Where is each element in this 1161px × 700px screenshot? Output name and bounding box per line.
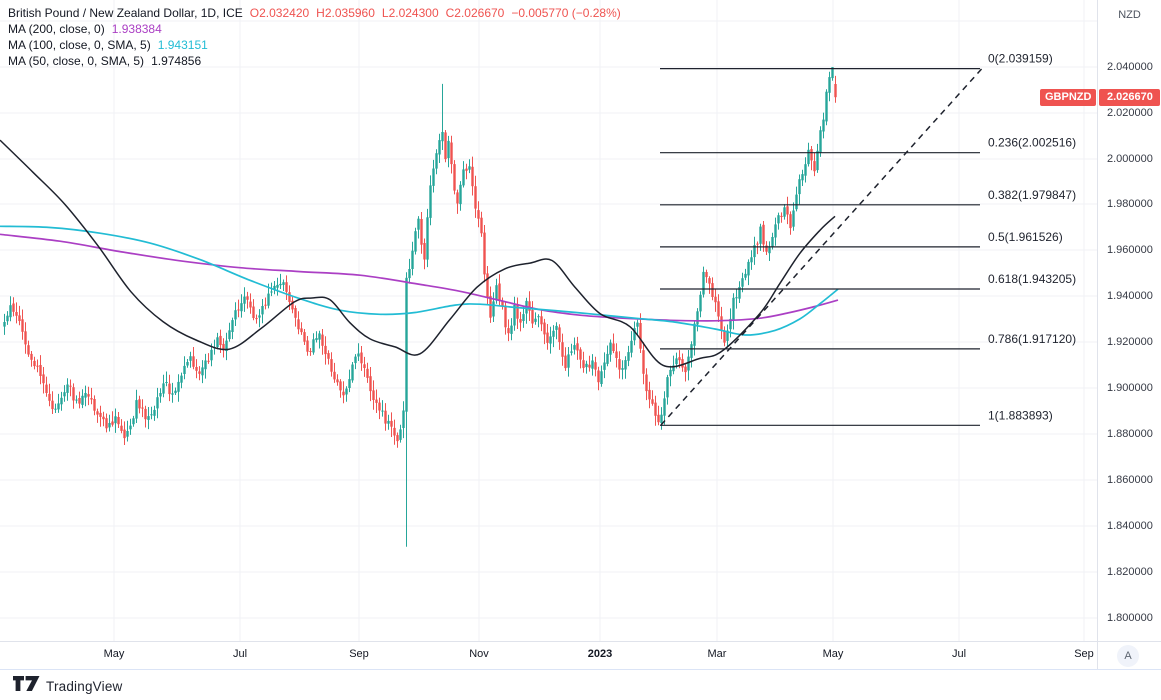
fibonacci-retracement: 0(2.039159) 0.236(2.002516) 0.382(1.979847… [660, 52, 1076, 426]
legend-symbol-row[interactable]: British Pound / New Zealand Dollar, 1D, … [8, 5, 621, 21]
fib-level-label: 0.5(1.961526) [988, 230, 1063, 244]
time-axis-label: 2023 [587, 648, 613, 660]
ma-label: MA (50, close, 0, SMA, 5) [8, 54, 145, 68]
ma-label: MA (200, close, 0) [8, 22, 105, 36]
legend-ma-row[interactable]: MA (50, close, 0, SMA, 5) 1.974856 [8, 53, 621, 69]
ma-line-ma100 [0, 225, 839, 336]
legend-ohlc-value: −0.005770 (−0.28%) [511, 6, 621, 20]
price-axis-label: 1.840000 [1107, 520, 1153, 533]
time-axis[interactable]: May Jul Sep Nov 2023 Mar May Jul Sep [0, 641, 1161, 669]
tradingview-brand-text: TradingView [46, 678, 123, 694]
price-axis-currency: NZD [1118, 9, 1141, 21]
time-axis-label: Sep [349, 648, 369, 660]
time-axis-label: Mar [707, 648, 727, 660]
price-axis-label: 1.820000 [1107, 566, 1153, 579]
price-axis-label: 1.860000 [1107, 474, 1153, 487]
legend-ohlc-value: C2.026670 [445, 6, 505, 20]
symbol-title: British Pound / New Zealand Dollar, 1D, … [8, 6, 243, 20]
tradingview-attribution[interactable]: TradingView [13, 675, 123, 697]
ma-line-ma50 [0, 139, 836, 368]
price-axis-label: 1.960000 [1107, 244, 1153, 257]
candles-series [3, 67, 837, 547]
legend-ohlc-value: O2.032420 [249, 6, 310, 20]
price-axis-label: 2.020000 [1107, 106, 1153, 119]
chart-legend: British Pound / New Zealand Dollar, 1D, … [8, 5, 621, 69]
price-axis-label: 1.900000 [1107, 382, 1153, 395]
price-axis-label: 1.800000 [1107, 612, 1153, 625]
auto-scale-button[interactable]: A [1117, 645, 1139, 667]
widget-bottom-border [0, 669, 1161, 670]
badge-price: 2.026670 [1099, 89, 1161, 107]
grid [0, 0, 1097, 641]
time-axis-label: May [822, 648, 844, 660]
fib-level-label: 0(2.039159) [988, 52, 1053, 66]
ma-label: MA (100, close, 0, SMA, 5) [8, 38, 151, 52]
time-axis-label: Jul [232, 648, 248, 660]
time-axis-label: May [103, 648, 125, 660]
ma-value: 1.974856 [151, 54, 202, 68]
legend-ma-row[interactable]: MA (100, close, 0, SMA, 5) 1.943151 [8, 37, 621, 53]
legend-ohlc: O2.032420 H2.035960 L2.024300 C2.026670 −0.0… [243, 6, 621, 20]
legend-ma-row[interactable]: MA (200, close, 0) 1.938384 [8, 21, 621, 37]
price-axis-label: 1.940000 [1107, 290, 1153, 303]
price-axis-label: 2.040000 [1107, 60, 1153, 73]
ma-value: 1.943151 [157, 38, 208, 52]
axis-corner-separator [1097, 641, 1098, 669]
tradingview-logo-icon [13, 675, 40, 697]
legend-ma-rows: MA (200, close, 0) 1.938384 MA (100, close… [8, 21, 621, 69]
last-price-badge: GBPNZD 2.026670 [1040, 89, 1161, 107]
fib-level-label: 0.618(1.943205) [988, 272, 1076, 286]
chart-plot-area[interactable]: 0(2.039159) 0.236(2.002516) 0.382(1.979847… [0, 0, 1097, 641]
time-axis-label: Jul [951, 648, 967, 660]
trendline-dashed [660, 67, 983, 426]
price-axis-label: 2.000000 [1107, 152, 1153, 165]
price-axis-label: 1.920000 [1107, 336, 1153, 349]
price-axis-label: 1.880000 [1107, 428, 1153, 441]
ma-line-ma200 [0, 233, 839, 322]
ma-value: 1.938384 [111, 22, 162, 36]
legend-ohlc-value: L2.024300 [381, 6, 439, 20]
fib-level-label: 1(1.883893) [988, 408, 1053, 422]
price-axis[interactable]: NZD 2.040000 2.020000 2.000000 1.980000 1.96… [1097, 0, 1161, 641]
legend-ohlc-value: H2.035960 [316, 6, 375, 20]
time-axis-label: Sep [1074, 648, 1094, 660]
fib-level-label: 0.786(1.917120) [988, 332, 1076, 346]
price-axis-label: 1.980000 [1107, 198, 1153, 211]
badge-symbol: GBPNZD [1040, 89, 1097, 107]
time-axis-label: Nov [469, 648, 489, 660]
fib-level-label: 0.236(2.002516) [988, 136, 1076, 150]
fib-level-label: 0.382(1.979847) [988, 188, 1076, 202]
